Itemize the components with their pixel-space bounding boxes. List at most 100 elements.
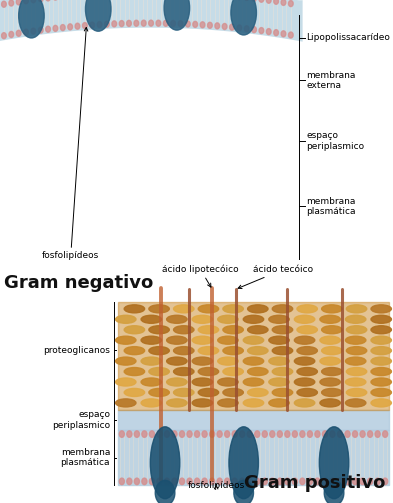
Circle shape xyxy=(281,0,286,6)
Ellipse shape xyxy=(149,347,169,355)
Circle shape xyxy=(9,31,14,37)
Ellipse shape xyxy=(149,305,169,313)
Ellipse shape xyxy=(297,305,318,313)
Circle shape xyxy=(97,22,102,28)
Ellipse shape xyxy=(223,347,243,355)
Ellipse shape xyxy=(218,378,238,386)
Ellipse shape xyxy=(345,336,366,344)
Text: proteoglicanos: proteoglicanos xyxy=(43,346,110,355)
Ellipse shape xyxy=(248,326,268,334)
Circle shape xyxy=(244,26,249,32)
Circle shape xyxy=(142,478,147,485)
Ellipse shape xyxy=(371,368,391,376)
Ellipse shape xyxy=(272,368,293,376)
Ellipse shape xyxy=(321,305,342,313)
Circle shape xyxy=(300,431,305,438)
Circle shape xyxy=(39,0,43,2)
Circle shape xyxy=(119,431,124,438)
Circle shape xyxy=(217,478,222,485)
Text: Lipopolissacarídeo: Lipopolissacarídeo xyxy=(307,33,390,42)
Circle shape xyxy=(322,478,327,485)
Circle shape xyxy=(75,23,80,29)
Ellipse shape xyxy=(269,336,289,344)
Text: proteoglicanos: proteoglicanos xyxy=(0,502,1,503)
Text: ácido lipotecóico: ácido lipotecóico xyxy=(162,265,239,287)
Ellipse shape xyxy=(243,357,264,365)
Circle shape xyxy=(172,431,177,438)
Polygon shape xyxy=(0,0,303,272)
Circle shape xyxy=(274,30,279,36)
Circle shape xyxy=(247,478,252,485)
Ellipse shape xyxy=(86,0,111,31)
Circle shape xyxy=(209,478,215,485)
Ellipse shape xyxy=(346,347,367,355)
Circle shape xyxy=(2,33,6,39)
Ellipse shape xyxy=(320,357,340,365)
Ellipse shape xyxy=(198,305,219,313)
Text: espaço
periplasmico: espaço periplasmico xyxy=(307,131,365,150)
Ellipse shape xyxy=(167,357,187,365)
Ellipse shape xyxy=(272,388,293,396)
Ellipse shape xyxy=(371,357,391,365)
Ellipse shape xyxy=(192,357,213,365)
Circle shape xyxy=(24,0,28,4)
Circle shape xyxy=(247,431,252,438)
Text: fosfolipídeos: fosfolipídeos xyxy=(187,481,245,490)
Circle shape xyxy=(225,431,230,438)
Text: membrana
plasmática: membrana plasmática xyxy=(307,197,356,216)
Circle shape xyxy=(195,478,200,485)
Circle shape xyxy=(330,478,335,485)
Ellipse shape xyxy=(243,378,264,386)
Ellipse shape xyxy=(124,388,145,396)
Ellipse shape xyxy=(192,315,213,323)
Circle shape xyxy=(46,0,50,1)
Ellipse shape xyxy=(269,315,289,323)
Circle shape xyxy=(164,431,169,438)
Ellipse shape xyxy=(223,388,243,396)
Circle shape xyxy=(31,0,36,3)
Circle shape xyxy=(16,30,21,36)
Circle shape xyxy=(232,431,237,438)
Text: espaço
periplasmico: espaço periplasmico xyxy=(52,410,110,430)
Ellipse shape xyxy=(371,399,391,407)
Ellipse shape xyxy=(149,388,169,396)
Ellipse shape xyxy=(231,0,257,35)
Ellipse shape xyxy=(297,368,318,376)
Circle shape xyxy=(255,431,260,438)
Ellipse shape xyxy=(272,347,293,355)
Circle shape xyxy=(315,478,320,485)
Ellipse shape xyxy=(223,368,243,376)
Ellipse shape xyxy=(198,347,219,355)
Ellipse shape xyxy=(320,427,349,498)
Bar xyxy=(118,282,389,493)
Circle shape xyxy=(300,478,305,485)
Circle shape xyxy=(285,478,290,485)
Ellipse shape xyxy=(141,357,162,365)
Circle shape xyxy=(195,431,200,438)
Circle shape xyxy=(255,478,260,485)
Circle shape xyxy=(185,21,190,27)
Ellipse shape xyxy=(243,336,264,344)
Circle shape xyxy=(149,478,154,485)
Ellipse shape xyxy=(272,326,293,334)
Circle shape xyxy=(383,478,387,485)
Ellipse shape xyxy=(345,315,366,323)
Circle shape xyxy=(157,431,162,438)
Circle shape xyxy=(16,0,21,5)
Circle shape xyxy=(259,28,264,34)
Ellipse shape xyxy=(223,326,243,334)
Circle shape xyxy=(345,478,350,485)
Circle shape xyxy=(338,478,343,485)
Circle shape xyxy=(360,478,365,485)
Text: Gram negativo: Gram negativo xyxy=(4,274,153,292)
Ellipse shape xyxy=(321,368,342,376)
Circle shape xyxy=(277,478,282,485)
Polygon shape xyxy=(0,0,303,42)
Text: ácido tecóico: ácido tecóico xyxy=(238,265,313,289)
Circle shape xyxy=(2,1,6,7)
Ellipse shape xyxy=(174,347,194,355)
Ellipse shape xyxy=(192,399,213,407)
Ellipse shape xyxy=(321,326,342,334)
Circle shape xyxy=(46,26,50,32)
Circle shape xyxy=(288,32,293,38)
